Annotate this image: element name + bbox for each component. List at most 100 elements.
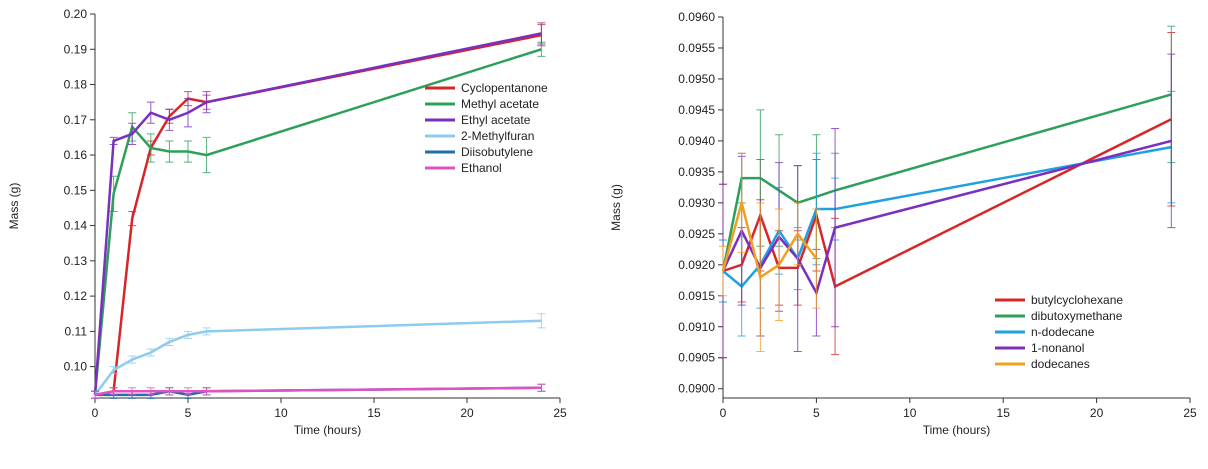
legend-label: dodecanes xyxy=(1031,357,1090,371)
error-bar xyxy=(775,208,784,322)
y-tick-label: 0.0935 xyxy=(678,165,715,179)
error-bar xyxy=(91,390,99,399)
error-bar xyxy=(812,208,821,309)
series-line xyxy=(721,93,1172,272)
y-tick-label: 0.0915 xyxy=(678,289,715,303)
y-tick-label: 0.14 xyxy=(64,219,88,233)
y-axis-label: Mass (g) xyxy=(609,184,623,231)
legend: butylcyclohexane dibutoxymethane n-dodecan… xyxy=(995,293,1123,371)
x-axis-label: Time (hours) xyxy=(294,423,362,437)
legend-label: Methyl acetate xyxy=(461,97,539,111)
error-bar xyxy=(128,122,137,145)
x-tick-label: 15 xyxy=(997,406,1011,420)
error-bar xyxy=(831,128,840,328)
error-bar xyxy=(128,210,137,227)
series-line xyxy=(94,33,542,397)
error-bar xyxy=(146,133,155,163)
x-tick-label: 25 xyxy=(1183,406,1197,420)
y-tick-label: 0.12 xyxy=(64,289,88,303)
y-tick-label: 0.0960 xyxy=(678,10,715,24)
error-bar xyxy=(128,387,137,396)
y-tick-label: 0.0920 xyxy=(678,258,715,272)
chart: 0.0900 0.0905 0.0910 0.0915 0.0920 0.0925 0.09… xyxy=(609,10,1197,437)
series-line xyxy=(722,145,1172,289)
y-tick-label: 0.0955 xyxy=(678,41,715,55)
x-tick-label: 10 xyxy=(903,406,917,420)
y-tick-label: 0.0905 xyxy=(678,351,715,365)
y-tick-label: 0.0925 xyxy=(678,227,715,241)
x-axis-label: Time (hours) xyxy=(923,423,991,437)
error-bar xyxy=(719,245,727,297)
series-line xyxy=(94,319,542,396)
x-tick-label: 0 xyxy=(92,406,99,420)
error-bar xyxy=(109,387,118,396)
series-line xyxy=(93,32,542,395)
error-bar xyxy=(165,140,174,163)
y-tick-label: 0.0940 xyxy=(678,134,715,148)
error-bar xyxy=(737,152,746,253)
y-tick-label: 0.0950 xyxy=(678,72,715,86)
error-bar xyxy=(184,140,192,163)
y-axis-label: Mass (g) xyxy=(7,183,21,230)
error-bar xyxy=(165,337,174,346)
legend-label: n-dodecane xyxy=(1031,325,1095,339)
x-tick-label: 0 xyxy=(720,406,727,420)
x-tick-label: 25 xyxy=(553,406,567,420)
y-tick-label: 0.13 xyxy=(64,254,88,268)
legend-label: 2-Methylfuran xyxy=(461,129,534,143)
error-bar xyxy=(202,136,211,174)
error-bar xyxy=(793,202,802,266)
error-bar xyxy=(202,327,211,336)
error-bar xyxy=(146,101,155,124)
x-tick-label: 20 xyxy=(1090,406,1104,420)
error-bar xyxy=(202,91,211,114)
y-tick-label: 0.0930 xyxy=(678,196,715,210)
error-bar xyxy=(109,366,118,375)
x-tick-label: 15 xyxy=(367,406,381,420)
error-bar xyxy=(128,355,137,364)
error-bar xyxy=(165,387,174,396)
error-bar xyxy=(165,108,174,131)
error-bar xyxy=(184,98,192,128)
error-bar xyxy=(146,387,155,396)
series-line xyxy=(94,386,542,397)
y-tick-label: 0.16 xyxy=(64,148,88,162)
series-line xyxy=(721,197,818,280)
legend-label: butylcyclohexane xyxy=(1031,293,1123,307)
y-tick-label: 0.0900 xyxy=(678,382,715,396)
legend: Cyclopentanone Methyl acetate Ethyl acetat… xyxy=(425,81,548,175)
legend-label: Diisobutylene xyxy=(461,145,533,159)
error-bar xyxy=(537,383,546,392)
y-tick-label: 0.17 xyxy=(64,113,88,127)
legend-label: Ethyl acetate xyxy=(461,113,531,127)
y-tick-label: 0.19 xyxy=(64,42,88,56)
legend-label: dibutoxymethane xyxy=(1031,309,1123,323)
y-tick-label: 0.0910 xyxy=(678,320,715,334)
y-tick-label: 0.0945 xyxy=(678,103,715,117)
error-bar xyxy=(537,22,546,45)
y-tick-label: 0.11 xyxy=(65,324,88,338)
error-bar xyxy=(537,313,546,329)
error-bar xyxy=(184,330,192,339)
series-line xyxy=(721,139,1172,296)
legend-label: Cyclopentanone xyxy=(461,81,548,95)
error-bar xyxy=(1167,53,1176,229)
y-tick-label: 0.15 xyxy=(64,183,88,197)
series-line xyxy=(93,48,542,395)
error-bar xyxy=(184,387,192,396)
y-tick-label: 0.20 xyxy=(64,7,88,21)
y-tick-label: 0.10 xyxy=(64,360,88,374)
legend-label: 1-nonanol xyxy=(1031,341,1084,355)
chart: 0.10 0.11 0.12 0.13 0.14 0.15 0.16 0.17 0.18 0.19… xyxy=(7,7,567,437)
x-tick-label: 5 xyxy=(813,406,820,420)
x-tick-label: 5 xyxy=(185,406,192,420)
error-bar xyxy=(146,348,155,357)
error-bar xyxy=(202,387,211,396)
x-tick-label: 10 xyxy=(274,406,288,420)
error-bar xyxy=(109,136,118,145)
y-tick-label: 0.18 xyxy=(64,78,88,92)
legend-label: Ethanol xyxy=(461,161,502,175)
series-line xyxy=(722,118,1172,289)
error-bar xyxy=(756,202,765,353)
